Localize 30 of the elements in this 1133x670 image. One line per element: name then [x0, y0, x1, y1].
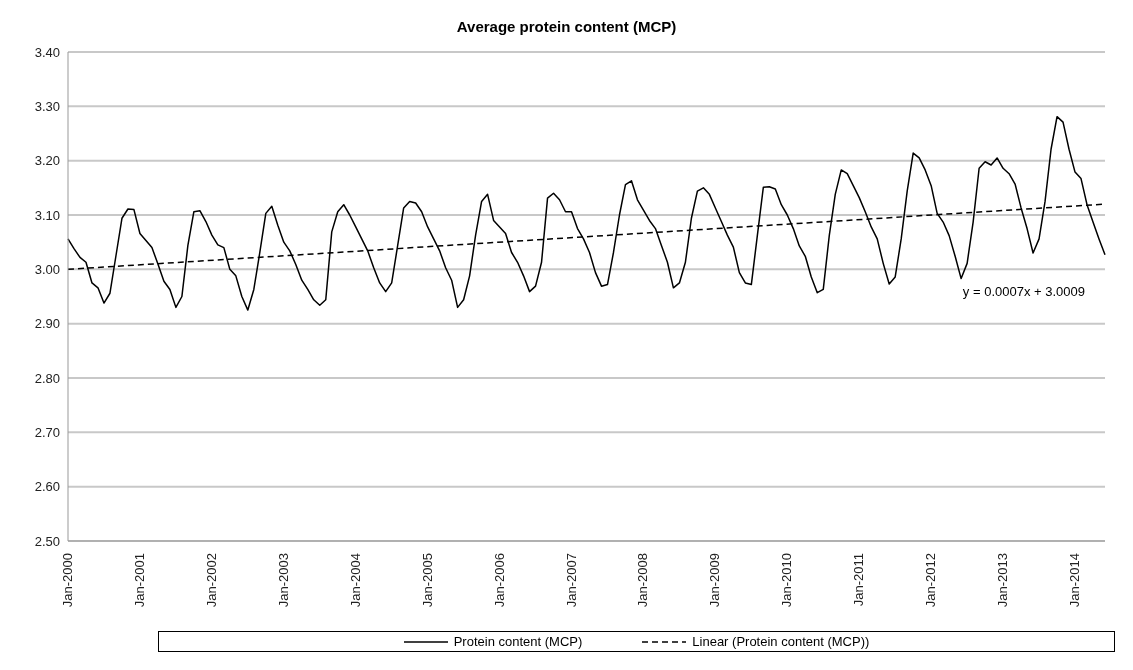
y-tick-label: 2.70 [34, 424, 60, 440]
x-tick-label: Jan-2011 [851, 553, 867, 607]
annotation: y = 0.0007x + 3.0009 [962, 284, 1085, 299]
y-tick-label: 3.40 [34, 44, 60, 60]
x-tick-label: Jan-2010 [779, 553, 795, 608]
x-tick-label: Jan-2012 [923, 553, 939, 608]
y-tick-label: 3.10 [34, 207, 60, 223]
y-tick-label: 2.50 [34, 533, 60, 549]
line-series [67, 115, 1106, 311]
x-tick-label: Jan-2007 [563, 553, 579, 608]
legend-label: Protein content (MCP) [452, 634, 583, 649]
legend-label: Linear (Protein content (MCP)) [691, 634, 870, 649]
y-tick-label: 2.60 [34, 479, 60, 495]
x-tick-label: Jan-2014 [1067, 553, 1083, 608]
x-tick-label: Jan-2005 [419, 553, 435, 608]
y-tick-label: 3.30 [34, 98, 60, 114]
x-tick-label: Jan-2000 [60, 553, 75, 608]
x-tick-label: Jan-2001 [131, 553, 147, 608]
chart-title: Average protein content (MCP) [455, 17, 678, 37]
x-tick-label: Jan-2003 [275, 553, 291, 608]
x-tick-label: Jan-2008 [635, 553, 651, 608]
y-tick-label: 3.20 [34, 153, 60, 169]
x-tick-label: Jan-2004 [347, 553, 363, 608]
x-tick-label: Jan-2002 [203, 553, 219, 608]
y-tick-label: 2.90 [34, 316, 60, 332]
y-tick-label: 3.00 [34, 261, 60, 277]
x-tick-label: Jan-2009 [707, 553, 723, 608]
x-tick-label: Jan-2006 [491, 553, 507, 608]
y-tick-label: 2.80 [34, 370, 60, 386]
x-tick-label: Jan-2013 [995, 553, 1011, 608]
